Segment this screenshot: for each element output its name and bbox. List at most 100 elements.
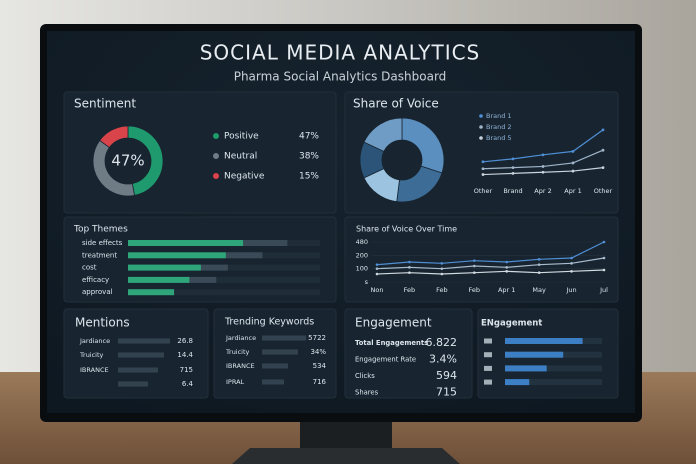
bar <box>505 338 583 344</box>
point <box>570 262 573 265</box>
panel-title: Trending Keywords <box>224 317 314 328</box>
x-tick-label: May <box>532 286 546 294</box>
row-label: Jardiance <box>79 337 110 345</box>
line <box>376 257 605 270</box>
track <box>505 365 602 372</box>
track <box>128 289 320 296</box>
donut-segment <box>99 125 129 149</box>
kpi-label: Total Engagements <box>355 339 428 347</box>
bar <box>262 379 284 385</box>
bar <box>118 352 164 358</box>
kpi-value: 594 <box>436 369 457 382</box>
bar <box>505 365 547 372</box>
legend-dot <box>479 136 483 140</box>
point <box>481 160 485 164</box>
row-label: IBRANCE <box>226 362 255 370</box>
point <box>375 272 379 276</box>
point <box>511 157 515 161</box>
point <box>601 128 605 132</box>
legend-value: 47% <box>299 132 319 142</box>
point <box>570 256 573 260</box>
row-label: Truicity <box>79 351 104 359</box>
theme-label: side effects <box>82 239 123 247</box>
row-value: 26.8 <box>177 337 193 345</box>
track <box>505 379 602 386</box>
bar <box>200 264 228 271</box>
bar <box>128 240 244 246</box>
point <box>602 256 606 260</box>
point <box>511 172 515 175</box>
point <box>408 266 411 269</box>
legend-dot <box>213 173 219 179</box>
y-tick-label: 200 <box>356 251 368 259</box>
row-value: 34% <box>310 348 326 356</box>
legend-label: Brand 1 <box>486 112 512 120</box>
theme-label: efficacy <box>82 276 109 284</box>
x-tick-label: Feb <box>469 286 481 294</box>
x-tick-label: Brand <box>503 187 522 195</box>
row-value: 534 <box>313 362 327 370</box>
point <box>505 270 509 273</box>
x-tick-label: Jun <box>565 286 576 294</box>
monitor-base <box>232 448 460 464</box>
legend-dot <box>213 153 219 159</box>
point <box>440 272 444 276</box>
bar <box>225 252 263 259</box>
theme-label: cost <box>82 264 97 272</box>
x-tick-label: Non <box>371 286 384 294</box>
legend-value: 15% <box>299 172 319 182</box>
panel-title: ENgagement <box>481 319 542 329</box>
point <box>537 258 541 261</box>
panel-title: Mentions <box>75 316 130 330</box>
bar <box>128 276 190 283</box>
x-tick-label: Apr 2 <box>534 187 551 195</box>
line <box>376 269 605 275</box>
row-value: 5722 <box>308 334 326 342</box>
bar <box>118 338 170 344</box>
point <box>537 271 541 274</box>
row-label: Jardiance <box>225 334 256 342</box>
dashboard-subtitle: Pharma Social Analytics Dashboard <box>234 70 447 84</box>
donut-segment <box>363 117 403 153</box>
panel-title: Share of Voice <box>353 97 439 111</box>
panel-title: Top Themes <box>73 225 128 235</box>
line <box>376 241 605 266</box>
legend-label: Positive <box>224 132 259 142</box>
panel-title: Share of Voice Over Time <box>356 225 457 234</box>
row-label: Truicity <box>225 348 250 356</box>
row-label: IPRAL <box>226 378 245 386</box>
legend-label: Brand 5 <box>486 134 512 142</box>
x-tick-label: Feb <box>436 286 448 294</box>
point <box>537 263 541 266</box>
point <box>440 267 444 270</box>
point <box>481 173 485 176</box>
legend-label: Brand 2 <box>486 123 512 131</box>
row-value: 716 <box>313 378 327 386</box>
point <box>472 259 476 262</box>
legend-label: Negative <box>224 172 265 182</box>
x-tick-label: Apr 1 <box>564 187 581 195</box>
point <box>601 148 605 152</box>
row-value: 14.4 <box>177 351 193 359</box>
point <box>541 153 545 157</box>
point <box>408 260 411 264</box>
point <box>541 165 545 168</box>
point <box>541 170 545 174</box>
legend-dot <box>479 114 483 118</box>
icon <box>484 338 492 344</box>
bar <box>262 335 306 341</box>
panel <box>63 91 337 214</box>
monitor-neck <box>300 418 392 448</box>
panel <box>344 216 619 303</box>
bar <box>262 363 288 369</box>
point <box>571 161 575 165</box>
kpi-value: 715 <box>436 386 457 399</box>
icon <box>484 379 492 385</box>
row-value: 6.4 <box>182 380 194 388</box>
point <box>375 263 379 266</box>
point <box>375 267 379 270</box>
point <box>408 271 411 274</box>
row-value: 715 <box>180 366 193 374</box>
point <box>602 240 606 244</box>
